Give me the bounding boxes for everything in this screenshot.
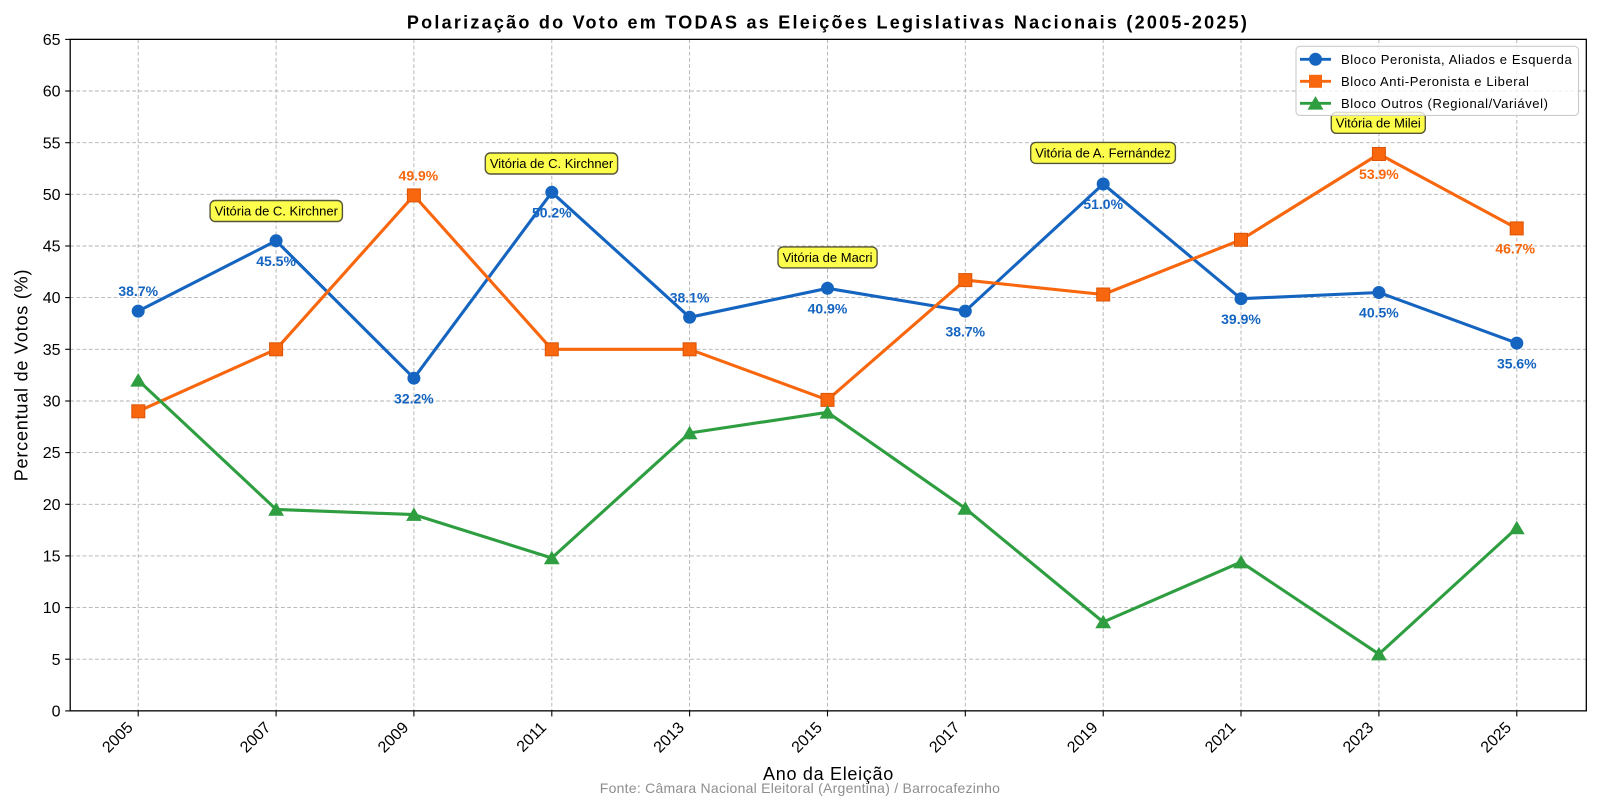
svg-text:45: 45 <box>43 239 61 256</box>
svg-text:Bloco Anti-Peronista e Liberal: Bloco Anti-Peronista e Liberal <box>1341 74 1530 89</box>
svg-text:40.5%: 40.5% <box>1359 305 1399 321</box>
svg-text:Vitória de Macri: Vitória de Macri <box>782 250 872 265</box>
svg-text:60: 60 <box>43 84 61 101</box>
svg-text:40.9%: 40.9% <box>808 301 848 317</box>
svg-text:Ano da Eleição: Ano da Eleição <box>763 764 894 784</box>
svg-text:32.2%: 32.2% <box>394 390 434 406</box>
svg-text:Vitória de C. Kirchner: Vitória de C. Kirchner <box>215 204 339 219</box>
svg-text:50.2%: 50.2% <box>532 205 572 221</box>
svg-text:46.7%: 46.7% <box>1495 241 1535 257</box>
svg-text:5: 5 <box>52 652 61 669</box>
svg-text:Vitória de Milei: Vitória de Milei <box>1336 116 1421 131</box>
svg-text:Vitória de C. Kirchner: Vitória de C. Kirchner <box>490 156 614 171</box>
svg-text:Percentual de Votos (%): Percentual de Votos (%) <box>12 269 32 482</box>
svg-text:0: 0 <box>52 704 61 721</box>
svg-text:35.6%: 35.6% <box>1497 355 1537 371</box>
svg-text:38.1%: 38.1% <box>670 289 710 305</box>
svg-text:Vitória de A. Fernández: Vitória de A. Fernández <box>1035 146 1171 161</box>
svg-text:Polarização do Voto em TODAS a: Polarização do Voto em TODAS as Eleições… <box>407 13 1249 33</box>
svg-text:40: 40 <box>43 290 61 307</box>
svg-text:51.0%: 51.0% <box>1083 196 1123 212</box>
svg-text:65: 65 <box>43 32 61 49</box>
svg-text:Bloco Outros (Regional/Variáve: Bloco Outros (Regional/Variável) <box>1341 96 1549 111</box>
svg-text:45.5%: 45.5% <box>256 253 296 269</box>
svg-text:30: 30 <box>43 394 61 411</box>
svg-text:Bloco Peronista, Aliados e Esq: Bloco Peronista, Aliados e Esquerda <box>1341 52 1572 67</box>
svg-text:15: 15 <box>43 549 61 566</box>
svg-text:Fonte: Câmara Nacional Eleitor: Fonte: Câmara Nacional Eleitoral (Argent… <box>600 780 1000 796</box>
svg-text:49.9%: 49.9% <box>399 167 439 183</box>
svg-text:55: 55 <box>43 135 61 152</box>
svg-text:25: 25 <box>43 445 61 462</box>
svg-text:39.9%: 39.9% <box>1221 311 1261 327</box>
svg-text:38.7%: 38.7% <box>945 323 985 339</box>
svg-text:50: 50 <box>43 187 61 204</box>
svg-text:10: 10 <box>43 600 61 617</box>
svg-text:38.7%: 38.7% <box>118 283 158 299</box>
svg-text:53.9%: 53.9% <box>1359 166 1399 182</box>
svg-text:35: 35 <box>43 342 61 359</box>
svg-text:20: 20 <box>43 497 61 514</box>
